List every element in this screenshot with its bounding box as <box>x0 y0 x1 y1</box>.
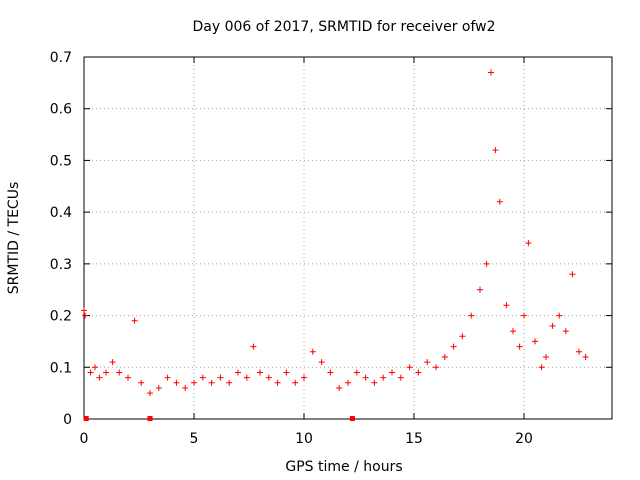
data-point <box>235 369 241 376</box>
data-point <box>274 379 281 386</box>
data-point <box>441 353 448 360</box>
data-point <box>250 343 257 350</box>
data-point <box>569 271 576 278</box>
data-point <box>81 307 87 314</box>
data-point <box>415 369 422 376</box>
data-point <box>125 374 131 381</box>
data-point <box>406 364 413 371</box>
x-tick-label: 20 <box>515 431 533 447</box>
data-point <box>217 374 224 381</box>
data-point <box>173 379 180 386</box>
data-point <box>164 374 171 381</box>
data-point <box>147 390 153 397</box>
data-point <box>468 312 475 319</box>
data-point <box>96 374 103 381</box>
data-point <box>138 379 145 386</box>
y-tick-label: 0 <box>63 412 72 428</box>
data-point <box>265 374 272 381</box>
data-point <box>521 312 527 319</box>
data-point <box>92 364 98 371</box>
data-point <box>496 198 503 205</box>
y-tick-label: 0.2 <box>50 309 72 325</box>
data-point <box>576 348 582 355</box>
data-point <box>301 374 307 381</box>
gap-markers <box>83 416 355 421</box>
data-point <box>353 369 360 376</box>
axis-tick-labels: 0 5 10 15 20 0 0.1 0.2 0.3 0.4 0.5 0.6 0.7 <box>50 50 533 447</box>
data-point <box>336 384 343 391</box>
data-point <box>562 328 569 335</box>
data-point <box>243 374 250 381</box>
data-point <box>424 359 431 366</box>
data-point <box>397 374 404 381</box>
y-tick-label: 0.7 <box>50 50 72 66</box>
data-point <box>283 369 290 376</box>
data-point <box>488 69 494 76</box>
gap-marker <box>147 416 153 421</box>
data-point <box>543 353 549 360</box>
data-point <box>582 353 589 360</box>
data-point <box>226 379 233 386</box>
y-tick-label: 0.5 <box>50 153 72 169</box>
data-point <box>309 348 316 355</box>
data-point <box>131 317 138 324</box>
data-point <box>380 374 387 381</box>
data-point <box>257 369 263 376</box>
data-point <box>87 369 94 376</box>
data-point <box>538 364 545 371</box>
data-point <box>345 379 351 386</box>
data-point <box>389 369 395 376</box>
data-point <box>492 147 499 154</box>
data-point <box>433 364 439 371</box>
data-point <box>327 369 334 376</box>
data-point <box>483 260 490 267</box>
data-point <box>556 312 563 319</box>
y-tick-label: 0.1 <box>50 360 72 376</box>
data-point <box>292 379 299 386</box>
data-point <box>503 302 510 309</box>
x-tick-label: 0 <box>80 431 89 447</box>
data-point <box>199 374 206 381</box>
chart-title: Day 006 of 2017, SRMTID for receiver ofw… <box>192 19 495 35</box>
data-point <box>510 328 516 335</box>
x-tick-label: 10 <box>295 431 313 447</box>
y-tick-label: 0.4 <box>50 205 72 221</box>
data-point <box>516 343 523 350</box>
data-point <box>109 359 116 366</box>
gap-marker <box>349 416 355 421</box>
data-point <box>362 374 369 381</box>
data-point <box>103 369 109 376</box>
data-point <box>532 338 538 345</box>
y-tick-label: 0.6 <box>50 102 72 118</box>
data-points <box>81 69 589 397</box>
y-axis-label: SRMTID / TECUs <box>6 182 22 295</box>
plot-frame <box>83 56 613 420</box>
data-point <box>182 384 189 391</box>
data-point <box>208 379 215 386</box>
data-point <box>450 343 457 350</box>
data-point <box>191 379 197 386</box>
x-tick-label: 15 <box>405 431 423 447</box>
x-axis-label: GPS time / hours <box>285 459 402 475</box>
data-point <box>318 359 325 366</box>
data-point <box>371 379 378 386</box>
data-point <box>549 322 556 329</box>
gap-marker <box>83 416 89 421</box>
x-tick-label: 5 <box>190 431 199 447</box>
data-point <box>525 240 532 247</box>
data-point <box>155 384 162 391</box>
data-point <box>82 312 89 319</box>
y-tick-label: 0.3 <box>50 257 72 273</box>
data-point <box>459 333 466 340</box>
data-point <box>477 286 483 293</box>
data-point <box>116 369 123 376</box>
